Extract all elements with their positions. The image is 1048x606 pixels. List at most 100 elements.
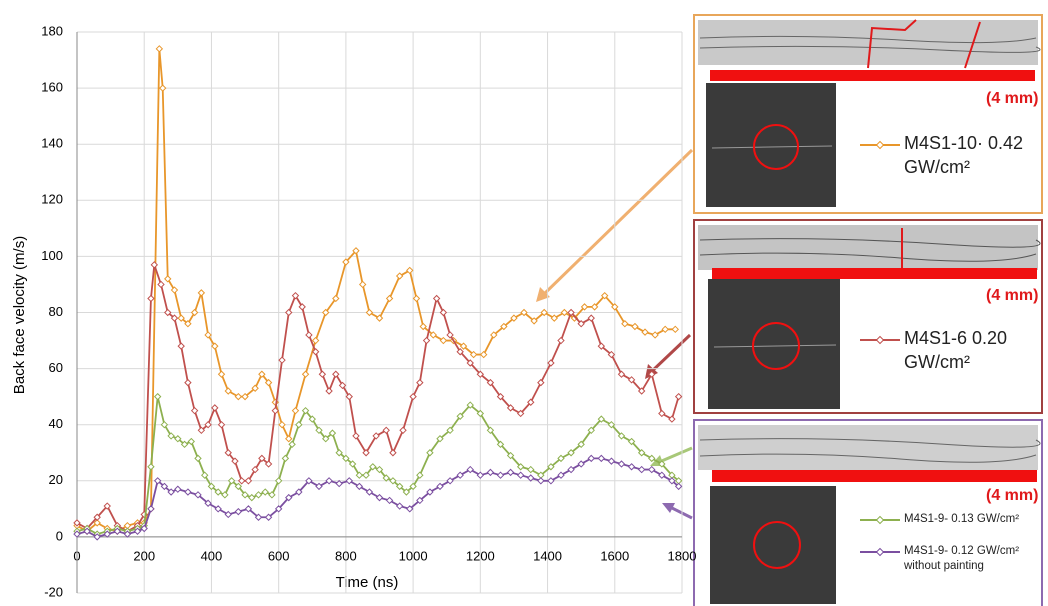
point-marker <box>567 308 575 317</box>
point-marker <box>631 322 639 331</box>
point-marker <box>264 378 273 387</box>
y-tick-label: -20 <box>44 584 63 599</box>
point-marker <box>506 468 515 477</box>
point-marker <box>426 449 434 457</box>
point-marker <box>251 465 259 474</box>
point-marker <box>439 308 448 317</box>
point-marker <box>133 527 142 535</box>
point-marker <box>439 336 448 345</box>
point-marker <box>140 524 148 533</box>
point-marker <box>395 482 404 491</box>
point-marker <box>342 454 350 463</box>
point-marker <box>557 336 565 345</box>
point-marker <box>597 342 606 350</box>
point-marker <box>537 477 545 485</box>
point-marker <box>486 426 495 435</box>
point-marker <box>177 342 185 350</box>
point-marker <box>409 392 417 401</box>
point-marker <box>476 409 485 418</box>
point-marker <box>389 477 397 485</box>
point-marker <box>567 449 575 457</box>
point-marker <box>668 477 676 485</box>
legend-label: M4S1-6 0.20 GW/cm² <box>904 328 1008 372</box>
point-marker <box>103 530 111 538</box>
point-marker <box>159 84 167 92</box>
point-marker <box>197 426 206 435</box>
point-marker <box>93 519 101 527</box>
y-tick-label: 120 <box>41 192 63 207</box>
point-marker <box>204 420 212 429</box>
x-tick-label: 200 <box>133 548 155 563</box>
point-marker <box>73 519 81 527</box>
point-marker <box>651 331 659 339</box>
legend-marker <box>875 515 885 525</box>
point-marker <box>164 308 172 317</box>
point-marker <box>241 392 249 401</box>
point-marker <box>466 359 474 367</box>
point-marker <box>217 420 226 429</box>
y-axis-label: Back face velocity (m/s) <box>11 236 28 394</box>
point-marker <box>412 294 421 303</box>
point-marker <box>274 477 283 485</box>
y-tick-label: 180 <box>41 23 63 38</box>
point-marker <box>658 471 666 479</box>
point-marker <box>305 331 313 339</box>
point-marker <box>274 505 283 513</box>
point-marker <box>466 465 474 474</box>
point-marker <box>150 261 159 269</box>
point-marker <box>547 463 555 471</box>
point-marker <box>637 387 646 395</box>
point-marker <box>486 378 495 387</box>
point-marker <box>537 378 545 387</box>
point-marker <box>258 454 266 463</box>
point-marker <box>520 308 528 317</box>
point-marker <box>217 370 226 378</box>
legend-label: M4S1-10· 0.42 GW/cm² <box>904 133 1024 177</box>
point-marker <box>506 451 515 460</box>
point-marker <box>607 420 616 429</box>
point-marker <box>184 378 192 387</box>
point-marker <box>254 513 263 521</box>
point-marker <box>315 482 323 491</box>
point-marker <box>355 471 364 479</box>
y-tick-label: 140 <box>41 136 63 151</box>
point-marker <box>332 370 340 378</box>
point-marker <box>516 409 525 418</box>
point-marker <box>281 454 290 463</box>
annotation: (4 mm) <box>986 90 1039 107</box>
point-marker <box>446 426 454 435</box>
y-tick-label: 100 <box>41 248 63 263</box>
annotation: (4 mm) <box>986 487 1039 504</box>
point-marker <box>597 415 606 423</box>
point-marker <box>587 314 595 322</box>
point-marker <box>160 482 169 491</box>
point-marker <box>661 325 669 334</box>
point-marker <box>385 294 394 303</box>
point-marker <box>261 488 269 496</box>
annotation: (4 mm) <box>986 287 1039 304</box>
point-marker <box>382 426 390 435</box>
legend-marker <box>875 335 885 345</box>
x-tick-label: 400 <box>201 548 223 563</box>
point-marker <box>285 308 293 317</box>
y-tick-label: 40 <box>49 416 63 431</box>
point-marker <box>446 331 454 339</box>
point-marker <box>590 303 599 311</box>
point-marker <box>395 272 404 280</box>
point-marker <box>207 482 216 491</box>
point-marker <box>466 401 474 409</box>
point-marker <box>577 460 585 468</box>
point-marker <box>432 294 441 303</box>
point-marker <box>426 488 434 496</box>
point-marker <box>325 477 333 485</box>
point-marker <box>611 303 619 311</box>
point-marker <box>194 491 202 499</box>
point-marker <box>194 454 202 463</box>
point-marker <box>550 314 558 322</box>
point-marker <box>557 471 565 479</box>
point-marker <box>167 432 175 440</box>
point-marker <box>288 440 296 449</box>
point-marker <box>160 420 169 429</box>
panels <box>693 14 1043 606</box>
legend-marker <box>875 547 885 557</box>
